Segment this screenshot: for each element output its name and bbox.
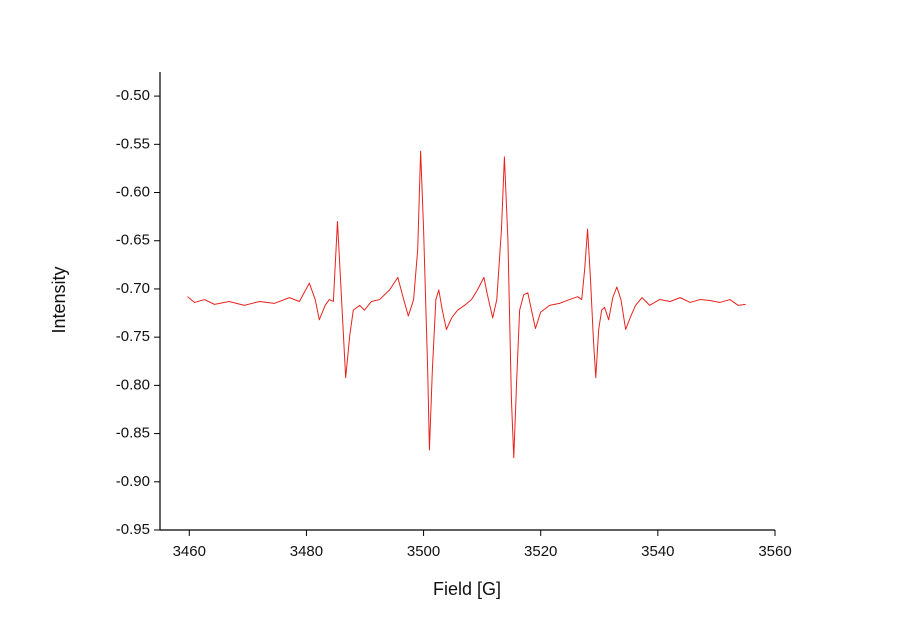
y-tick-label: -0.60 [116,183,150,200]
y-tick-label: -0.55 [116,135,150,152]
x-tick-label: 3520 [524,543,557,560]
x-tick-label: 3560 [758,543,791,560]
x-tick-label: 3480 [290,543,323,560]
y-axis-title: Intensity [49,266,69,333]
y-tick-label: -0.85 [116,425,150,442]
y-tick-label: -0.70 [116,280,150,297]
y-tick-label: -0.90 [116,473,150,490]
x-tick-label: 3540 [641,543,674,560]
y-tick-label: -0.65 [116,232,150,249]
x-tick-label: 3500 [407,543,440,560]
x-tick-label: 3460 [173,543,206,560]
y-tick-label: -0.75 [116,328,150,345]
spectrum-line [187,150,746,459]
y-tick-label: -0.50 [116,87,150,104]
x-axis-title: Field [G] [433,579,501,599]
y-tick-label: -0.80 [116,376,150,393]
y-tick-label: -0.95 [116,521,150,538]
